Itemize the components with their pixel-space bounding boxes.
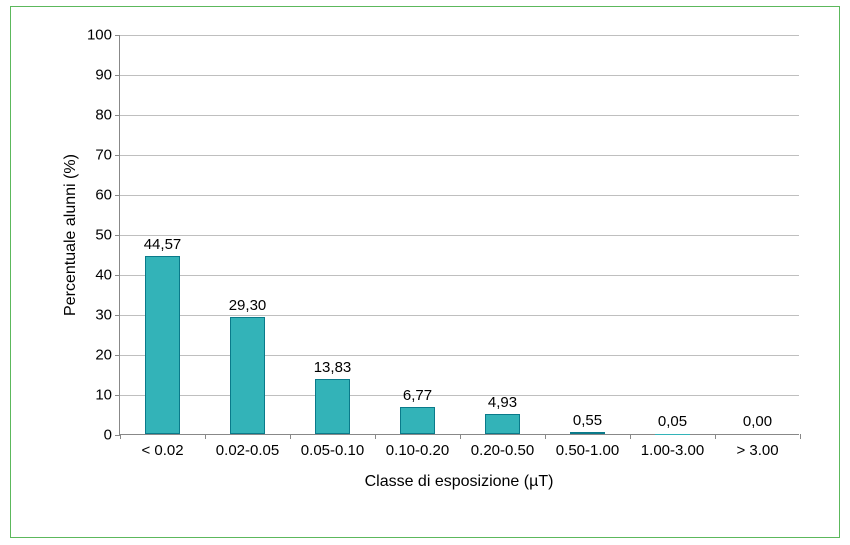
bar: 44,57	[145, 256, 181, 434]
x-axis-label: Classe di esposizione (µT)	[119, 473, 799, 491]
x-tick-label: 0.20-0.50	[471, 434, 534, 459]
x-tick-label: 0.10-0.20	[386, 434, 449, 459]
x-tick-label: 1.00-3.00	[641, 434, 704, 459]
bar-value-label: 0,05	[658, 413, 687, 434]
gridline	[120, 115, 799, 116]
x-tick-label: > 3.00	[736, 434, 778, 459]
x-tick-mark	[460, 434, 461, 439]
x-tick-mark	[290, 434, 291, 439]
x-tick-label: 0.02-0.05	[216, 434, 279, 459]
bar-value-label: 13,83	[314, 359, 352, 380]
x-tick-mark	[800, 434, 801, 439]
chart-frame: Percentuale alunni (%) 01020304050607080…	[10, 6, 840, 538]
bar-value-label: 29,30	[229, 297, 267, 318]
gridline	[120, 75, 799, 76]
y-tick-label: 60	[95, 187, 120, 204]
y-tick-label: 30	[95, 307, 120, 324]
bar-value-label: 0,00	[743, 413, 772, 434]
bar: 4,93	[485, 414, 521, 434]
x-tick-label: 0.50-1.00	[556, 434, 619, 459]
plot-area: 010203040506070809010044,57< 0.0229,300.…	[119, 35, 799, 435]
x-tick-label: 0.05-0.10	[301, 434, 364, 459]
gridline	[120, 235, 799, 236]
bar-value-label: 0,55	[573, 412, 602, 433]
x-tick-mark	[545, 434, 546, 439]
x-tick-mark	[630, 434, 631, 439]
bar-value-label: 4,93	[488, 394, 517, 415]
y-tick-label: 0	[104, 427, 120, 444]
y-tick-label: 40	[95, 267, 120, 284]
y-tick-label: 10	[95, 387, 120, 404]
x-tick-label: < 0.02	[141, 434, 183, 459]
y-tick-label: 80	[95, 107, 120, 124]
x-tick-mark	[205, 434, 206, 439]
x-tick-mark	[375, 434, 376, 439]
gridline	[120, 355, 799, 356]
y-tick-label: 20	[95, 347, 120, 364]
y-tick-label: 50	[95, 227, 120, 244]
gridline	[120, 35, 799, 36]
bar-value-label: 6,77	[403, 387, 432, 408]
x-tick-mark	[715, 434, 716, 439]
y-tick-label: 90	[95, 67, 120, 84]
bar: 13,83	[315, 379, 351, 434]
gridline	[120, 275, 799, 276]
y-axis-label-text: Percentuale alunni (%)	[62, 154, 80, 316]
gridline	[120, 155, 799, 156]
gridline	[120, 195, 799, 196]
bar-chart: Percentuale alunni (%) 01020304050607080…	[59, 25, 819, 525]
bar: 29,30	[230, 317, 266, 434]
gridline	[120, 395, 799, 396]
y-tick-label: 70	[95, 147, 120, 164]
y-tick-label: 100	[87, 27, 120, 44]
y-axis-label: Percentuale alunni (%)	[61, 35, 81, 435]
x-tick-mark	[120, 434, 121, 439]
bar-value-label: 44,57	[144, 236, 182, 257]
bar: 6,77	[400, 407, 436, 434]
gridline	[120, 315, 799, 316]
